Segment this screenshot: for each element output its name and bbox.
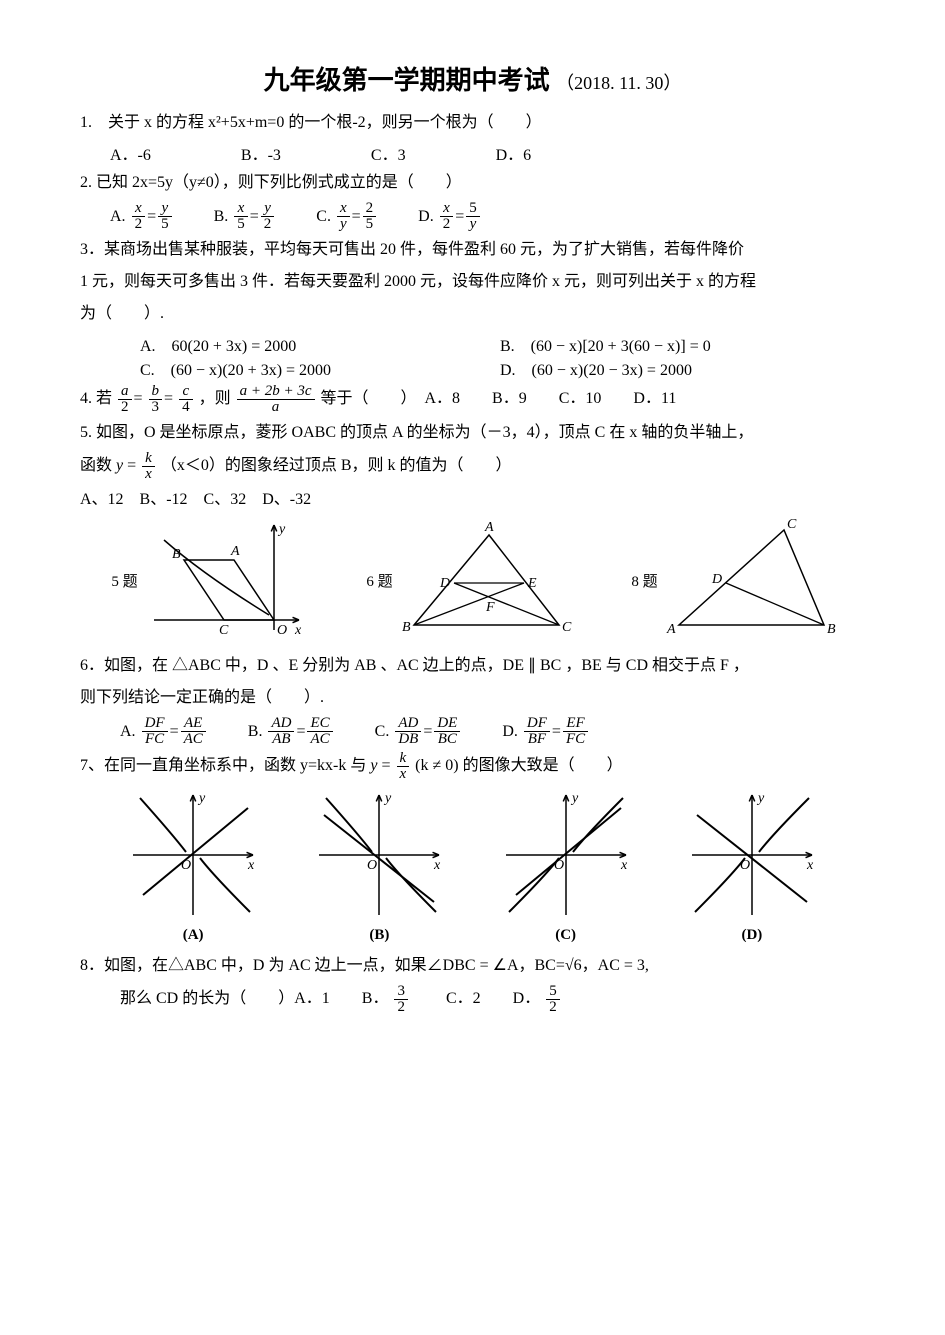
fig5-svg: O A B Cx y: [144, 520, 304, 640]
graph-a-wrap: Oxy(A): [128, 790, 258, 944]
svg-text:F: F: [485, 600, 495, 615]
q2-opt-c: C. xy=25: [316, 201, 378, 232]
q6-opt-c: C. ADDB=DEBC: [375, 716, 463, 747]
q1-opt-a: A．-6: [110, 141, 151, 165]
q3-opt-b: B. (60 − x)[20 + 3(60 − x)] = 0: [500, 332, 711, 356]
exam-page: 九年级第一学期期中考试 （2018. 11. 30） 1. 关于 x 的方程 x…: [0, 0, 945, 1335]
graph-b: Ox y: [314, 790, 444, 920]
q8-line2: 那么 CD 的长为（ ）A．1 B． 32 C．2 D． 52: [120, 984, 865, 1015]
svg-text:x: x: [247, 858, 255, 873]
figures-row: 5 题 O A B Cx y 6 题 A B C D E F 8 题 A B C D: [80, 520, 865, 640]
q2-text: 2. 已知 2x=5y（y≠0），则下列比例式成立的是（ ）: [80, 169, 865, 197]
q5-line2a: 函数: [80, 457, 116, 474]
q6-line1: 6．如图，在 △ABC 中，D 、E 分别为 AB 、AC 边上的点，DE ∥ …: [80, 652, 865, 680]
q4-mid: ，则: [199, 390, 231, 407]
svg-text:A: A: [230, 544, 240, 559]
fig6-svg: ABCDEF: [399, 525, 569, 635]
q8-line2b: C．2 D．: [414, 990, 540, 1007]
q4-post: 等于（ ） A．8 B．9 C．10 D．11: [321, 390, 677, 407]
q3-opt-a: A. 60(20 + 3x) = 2000: [140, 332, 460, 356]
svg-text:y: y: [277, 522, 286, 537]
svg-text:D: D: [711, 572, 722, 587]
q2-opt-b: B. x5=y2: [214, 201, 277, 232]
q8-line2a: 那么 CD 的长为（ ）A．1 B．: [120, 990, 388, 1007]
q1-options: A．-6 B．-3 C．3 D．6: [110, 141, 865, 165]
fig6-label: 6 题: [366, 570, 392, 591]
graph-b-cap: (B): [314, 927, 444, 944]
q8-line1: 8．如图，在△ABC 中，D 为 AC 边上一点，如果∠DBC = ∠A，BC=…: [80, 952, 865, 980]
q3-opt-c: C. (60 − x)(20 + 3x) = 2000: [140, 356, 460, 380]
q7-text-a: 7、在同一直角坐标系中，函数 y=kx-k 与: [80, 757, 370, 774]
title-date: （2018. 11. 30）: [556, 73, 681, 93]
q4-text: 4. 若 a2= b3= c4 ，则 a + 2b + 3ca 等于（ ） A．…: [80, 384, 865, 415]
q5-line1: 5. 如图，O 是坐标原点，菱形 OABC 的顶点 A 的坐标为（－3，4），顶…: [80, 419, 865, 447]
q3-opt-d: D. (60 − x)(20 − 3x) = 2000: [500, 356, 692, 380]
fig8-svg: A B C D: [664, 520, 834, 640]
svg-text:O: O: [367, 858, 377, 873]
q3-options-row2: C. (60 − x)(20 + 3x) = 2000 D. (60 − x)(…: [140, 356, 865, 380]
q3-line2: 1 元，则每天可多售出 3 件．若每天要盈利 2000 元，设每件应降价 x 元…: [80, 268, 865, 296]
q5-opts: A、12 B、-12 C、32 D、-32: [80, 486, 865, 514]
svg-text:y: y: [197, 791, 206, 806]
graph-c-wrap: Oxy(C): [501, 790, 631, 944]
svg-text:E: E: [527, 576, 537, 591]
q2-options: A. x2=y5 B. x5=y2 C. xy=25 D. x2=5y: [110, 201, 865, 232]
q1-opt-c: C．3: [371, 141, 406, 165]
q5-line2: 函数 y = kx （x＜0）的图象经过顶点 B，则 k 的值为（ ）: [80, 451, 865, 482]
svg-text:y: y: [570, 791, 579, 806]
page-title: 九年级第一学期期中考试 （2018. 11. 30）: [80, 60, 865, 97]
q1-text: 1. 关于 x 的方程 x²+5x+m=0 的一个根-2，则另一个根为（ ）: [80, 109, 865, 137]
svg-text:O: O: [740, 858, 750, 873]
svg-text:B: B: [172, 547, 181, 562]
svg-text:A: A: [484, 520, 494, 535]
q3-line1: 3．某商场出售某种服装，平均每天可售出 20 件，每件盈利 60 元，为了扩大销…: [80, 236, 865, 264]
q6-opt-b: B. ADAB=ECAC: [248, 716, 335, 747]
svg-text:y: y: [383, 791, 392, 806]
q2-opt-a: A. x2=y5: [110, 201, 174, 232]
graph-c: Oxy: [501, 790, 631, 920]
q6-opt-d: D. DFBF=EFFC: [502, 716, 590, 747]
svg-text:B: B: [402, 620, 411, 635]
title-main: 九年级第一学期期中考试: [264, 66, 550, 95]
svg-text:x: x: [620, 858, 628, 873]
svg-text:y: y: [756, 791, 765, 806]
svg-text:A: A: [666, 622, 676, 637]
svg-text:C: C: [562, 620, 572, 635]
graph-c-cap: (C): [501, 927, 631, 944]
q4-pre: 4. 若: [80, 390, 112, 407]
q6-opt-a: A. DFFC=AEAC: [120, 716, 208, 747]
svg-text:D: D: [439, 576, 450, 591]
graph-d-cap: (D): [687, 927, 817, 944]
svg-text:C: C: [787, 517, 797, 532]
q5-line2b: （x＜0）的图象经过顶点 B，则 k 的值为（ ）: [161, 457, 512, 474]
q6-options: A. DFFC=AEAC B. ADAB=ECAC C. ADDB=DEBC D…: [120, 716, 865, 747]
svg-text:x: x: [806, 858, 814, 873]
q6-line2: 则下列结论一定正确的是（ ）.: [80, 684, 865, 712]
q1-opt-d: D．6: [496, 141, 532, 165]
svg-text:x: x: [294, 623, 302, 638]
svg-text:x: x: [433, 858, 441, 873]
fig8-label: 8 题: [631, 570, 657, 591]
graph-d-wrap: Ox y (D): [687, 790, 817, 944]
q2-opt-d: D. x2=5y: [418, 201, 482, 232]
graph-a: Oxy: [128, 790, 258, 920]
q3-options-row1: A. 60(20 + 3x) = 2000 B. (60 − x)[20 + 3…: [140, 332, 865, 356]
graph-b-wrap: Ox y (B): [314, 790, 444, 944]
svg-text:C: C: [219, 623, 229, 638]
q7-graphs: Ox y (A) Ox y (B) Ox y (C) Ox y (D): [100, 790, 845, 944]
graph-d: Ox y: [687, 790, 817, 920]
svg-text:B: B: [827, 622, 836, 637]
fig5-label: 5 题: [111, 570, 137, 591]
q1-opt-b: B．-3: [241, 141, 281, 165]
q3-line3: 为（ ）.: [80, 300, 865, 328]
q7-text-b: (k ≠ 0) 的图像大致是（ ）: [415, 757, 622, 774]
q7-text: 7、在同一直角坐标系中，函数 y=kx-k 与 y = kx (k ≠ 0) 的…: [80, 751, 865, 782]
graph-a-cap: (A): [128, 927, 258, 944]
svg-text:O: O: [277, 623, 287, 638]
